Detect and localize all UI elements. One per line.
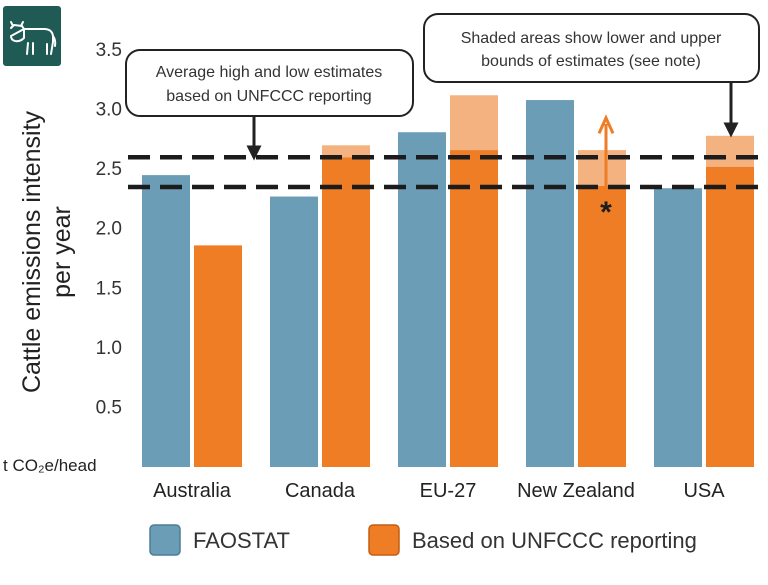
y-tick-label: 3.5 [96,40,122,61]
bars [142,95,754,468]
bar-unfccc-upper-eu-27 [450,95,498,151]
category-labels: Australia Canada EU-27 New Zealand USA [153,480,725,502]
bar-faostat-new-zealand [526,100,574,467]
legend-label-faostat: FAOSTAT [193,528,290,553]
bar-faostat-canada [270,196,318,467]
y-axis-ticks: 3.5 3.0 2.5 2.0 1.5 1.0 0.5 [96,40,122,418]
y-axis-label-line2: per year [48,206,76,298]
category-label: Canada [285,480,356,502]
legend-swatch-faostat [149,524,181,556]
category-label: EU-27 [420,480,477,502]
bar-unfccc-upper-usa [706,135,754,167]
y-tick-label: 1.5 [96,278,122,299]
bar-unfccc-upper-canada [322,145,370,158]
annotation-shaded-line2: bounds of estimates (see note) [481,53,701,70]
annotation-average-line2: based on UNFCCC reporting [166,88,371,105]
bar-faostat-usa [654,188,702,467]
legend-label-unfccc: Based on UNFCCC reporting [412,528,697,553]
category-label: New Zealand [517,480,635,502]
bar-unfccc-usa [706,166,754,467]
legend-swatch-unfccc [368,524,400,556]
y-axis-label-line1: Cattle emissions intensity [18,110,46,393]
reference-lines [128,154,768,190]
bar-faostat-eu-27 [398,132,446,468]
annotation-average-line1: Average high and low estimates [156,64,383,81]
legend: FAOSTAT Based on UNFCCC reporting [149,524,697,556]
bar-unfccc-canada [322,157,370,467]
nz-arrow-head [597,114,615,135]
nz-asterisk: * [600,196,612,229]
y-tick-label: 1.0 [96,338,122,359]
y-tick-label: 3.0 [96,100,122,121]
category-label: Australia [153,480,232,502]
bar-unfccc-new-zealand [578,185,626,467]
unit-label: t CO₂e/head [3,456,97,475]
annotation-average: Average high and low estimates based on … [125,49,414,161]
y-tick-label: 2.0 [96,219,122,240]
bar-unfccc-australia [194,245,242,467]
y-tick-label: 2.5 [96,159,122,180]
y-tick-label: 0.5 [96,397,122,418]
bar-faostat-australia [142,175,190,467]
category-label: USA [683,480,725,502]
annotation-shaded: Shaded areas show lower and upper bounds… [423,13,760,138]
annotation-shaded-line1: Shaded areas show lower and upper [461,30,722,47]
bar-unfccc-eu-27 [450,150,498,467]
nz-marker: * [597,114,615,229]
cow-icon [3,6,61,66]
